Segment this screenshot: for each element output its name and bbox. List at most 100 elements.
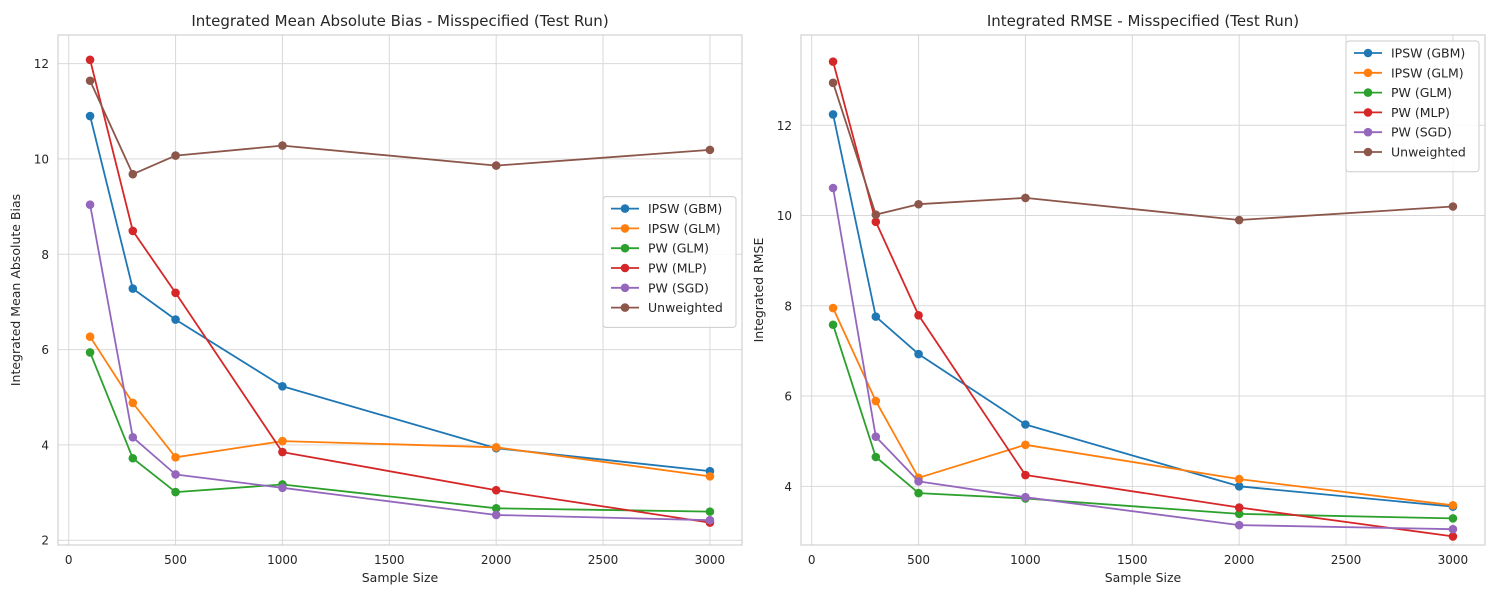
rmse-legend-marker-ipsw-glm — [1363, 68, 1373, 78]
bias-legend-label-pw-mlp: PW (MLP) — [648, 261, 707, 276]
rmse-point-pw-glm — [871, 452, 881, 462]
rmse-point-ipsw-gbm — [871, 312, 881, 321]
bias-y-tick-label: 8 — [41, 248, 49, 262]
bias-point-ipsw-glm — [128, 398, 138, 408]
bias-series-line-pw-mlp — [89, 59, 711, 524]
bias-legend-marker-pw-mlp — [620, 263, 630, 273]
rmse-point-pw-mlp — [1021, 470, 1030, 480]
bias-point-ipsw-glm — [85, 332, 95, 342]
bias-legend-marker-unweighted — [620, 303, 630, 312]
bias-point-pw-sgd — [85, 200, 95, 209]
bias-point-pw-glm — [491, 503, 501, 513]
rmse-y-tick-label: 4 — [784, 480, 792, 494]
rmse-legend-label-ipsw-gbm: IPSW (GBM) — [1391, 46, 1465, 61]
rmse-point-unweighted — [871, 210, 881, 219]
rmse-legend-label-ipsw-glm: IPSW (GLM) — [1391, 65, 1464, 80]
bias-y-axis-label: Integrated Mean Absolute Bias — [8, 194, 23, 386]
bias-point-unweighted — [128, 169, 138, 179]
bias-point-unweighted — [171, 151, 180, 160]
rmse-legend-label-unweighted: Unweighted — [1391, 145, 1466, 160]
rmse-legend-marker-unweighted — [1363, 147, 1373, 157]
rmse-x-tick-label: 0 — [808, 553, 816, 567]
rmse-x-tick-label: 1500 — [1117, 553, 1148, 567]
rmse-point-pw-mlp — [871, 217, 881, 227]
rmse-x-axis-label: Sample Size — [1105, 570, 1182, 585]
bias-legend-marker-ipsw-glm — [620, 224, 630, 233]
bias-point-unweighted — [491, 161, 501, 170]
rmse-point-pw-mlp — [914, 310, 923, 320]
bias-x-axis-label: Sample Size — [362, 570, 439, 585]
bias-legend: IPSW (GBM) IPSW (GLM) PW (GLM) PW (MLP) PW (… — [602, 196, 737, 328]
bias-y-tick-label: 2 — [41, 534, 49, 548]
rmse-point-pw-sgd — [828, 183, 838, 193]
rmse-point-unweighted — [914, 199, 923, 209]
rmse-series-line-pw-glm — [832, 324, 1453, 520]
rmse-point-unweighted — [1234, 215, 1244, 225]
bias-point-pw-glm — [705, 507, 715, 516]
bias-legend-marker-pw-glm — [620, 243, 630, 253]
rmse-point-ipsw-glm — [1021, 440, 1030, 450]
bias-point-ipsw-gbm — [85, 111, 95, 121]
rmse-legend: IPSW (GBM) IPSW (GLM) PW (GLM) PW (MLP) PW (… — [1345, 40, 1480, 173]
bias-point-unweighted — [85, 76, 95, 86]
rmse-legend-marker-ipsw-gbm — [1363, 48, 1373, 58]
rmse-point-pw-mlp — [1448, 532, 1458, 541]
rmse-series-line-pw-sgd — [832, 187, 1453, 531]
bias-x-tick-label: 0 — [65, 553, 73, 567]
rmse-y-tick-label: 10 — [777, 209, 792, 223]
rmse-y-axis-label: Integrated RMSE — [751, 238, 766, 343]
bias-point-pw-glm — [171, 487, 180, 497]
rmse-point-pw-sgd — [914, 477, 923, 486]
rmse-legend-marker-pw-mlp — [1363, 108, 1373, 117]
rmse-point-ipsw-glm — [828, 303, 838, 313]
bias-point-pw-mlp — [85, 55, 95, 65]
bias-point-pw-glm — [128, 453, 138, 463]
rmse-legend-marker-pw-sgd — [1363, 127, 1373, 137]
rmse-point-pw-sgd — [1021, 492, 1030, 502]
bias-point-pw-mlp — [278, 447, 287, 457]
bias-point-pw-sgd — [128, 432, 138, 442]
bias-point-ipsw-glm — [278, 436, 287, 446]
bias-x-tick-label: 2000 — [481, 553, 512, 567]
bias-series-line-pw-sgd — [89, 204, 710, 522]
rmse-point-ipsw-glm — [1234, 474, 1244, 484]
rmse-chart-title: Integrated RMSE - Misspecified (Test Run… — [987, 12, 1299, 30]
bias-point-ipsw-glm — [491, 442, 501, 452]
rmse-x-tick-label: 1000 — [1010, 553, 1041, 567]
bias-x-tick-label: 1000 — [267, 553, 298, 567]
bias-legend-marker-pw-sgd — [620, 283, 630, 293]
bias-legend-marker-ipsw-gbm — [620, 204, 630, 213]
bias-point-pw-mlp — [171, 288, 180, 298]
bias-plot-frame — [57, 34, 743, 546]
rmse-x-tick-label: 2000 — [1224, 553, 1255, 567]
bias-point-ipsw-glm — [705, 472, 715, 481]
bias-point-pw-sgd — [705, 515, 715, 525]
rmse-legend-label-pw-sgd: PW (SGD) — [1391, 125, 1452, 140]
rmse-legend-marker-pw-glm — [1363, 88, 1373, 97]
bias-point-unweighted — [278, 141, 287, 150]
bias-x-tick-label: 500 — [164, 553, 187, 567]
bias-y-tick-label: 4 — [41, 438, 49, 452]
bias-legend-label-ipsw-glm: IPSW (GLM) — [648, 221, 721, 236]
bias-point-ipsw-gbm — [171, 315, 180, 324]
bias-point-pw-mlp — [491, 485, 501, 495]
bias-point-pw-sgd — [491, 510, 501, 520]
bias-point-pw-sgd — [171, 470, 180, 479]
rmse-legend-label-pw-mlp: PW (MLP) — [1391, 105, 1450, 120]
rmse-point-unweighted — [1021, 193, 1030, 203]
rmse-point-ipsw-gbm — [1021, 420, 1030, 429]
bias-x-tick-label: 2500 — [588, 553, 619, 567]
bias-series-line-pw-glm — [89, 352, 710, 513]
rmse-y-tick-label: 12 — [777, 119, 792, 133]
bias-series-line-ipsw-glm — [89, 336, 711, 478]
rmse-point-pw-sgd — [871, 432, 881, 441]
rmse-point-ipsw-gbm — [914, 349, 923, 359]
bias-point-pw-sgd — [278, 483, 287, 493]
bias-y-tick-label: 6 — [41, 343, 49, 357]
bias-x-tick-label: 1500 — [374, 553, 405, 567]
bias-point-ipsw-gbm — [278, 381, 287, 391]
bias-point-ipsw-glm — [171, 452, 180, 462]
rmse-point-pw-mlp — [828, 57, 838, 66]
bias-series-line-unweighted — [89, 80, 710, 176]
